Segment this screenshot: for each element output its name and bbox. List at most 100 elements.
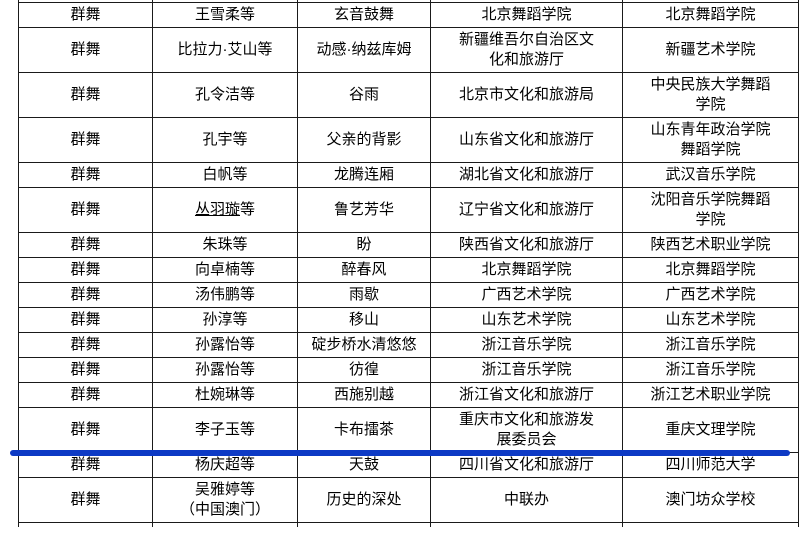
table-row: 群舞 孙淳等 移山 山东艺术学院 山东艺术学院: [18, 307, 799, 333]
cell-work: 谷雨: [297, 72, 431, 118]
table-row: 群舞 丛羽璇等 鲁艺芳华 辽宁省文化和旅游厅 沈阳音乐学院舞蹈 学院: [18, 187, 799, 233]
cell-school: 北京舞蹈学院: [622, 257, 799, 283]
cell-school: 山东艺术学院: [622, 307, 799, 333]
cell-work: 醉春风: [297, 257, 431, 283]
cell-category: 群舞: [18, 452, 153, 478]
cell-school: 浙江音乐学院: [622, 332, 799, 358]
cell-recommender: 浙江音乐学院: [430, 332, 623, 358]
cell-category: 群舞: [18, 72, 153, 118]
cell-work: 彷徨: [297, 357, 431, 383]
cell-performers: 李子玉等: [152, 407, 298, 453]
cell-performers: 孙露怡等: [152, 332, 298, 358]
cell-performers: 朱珠等: [152, 232, 298, 258]
cell-work: 父亲的背影: [297, 117, 431, 163]
table-row: 群舞 李子玉等 卡布擂茶 重庆市文化和旅游发 展委员会 重庆文理学院: [18, 407, 799, 453]
cell-work: 历史的深处: [297, 477, 431, 523]
cell-school: 中央民族大学舞蹈 学院: [622, 72, 799, 118]
cell-recommender: 重庆市文化和旅游发 展委员会: [430, 407, 623, 453]
cell-performers: 比拉力·艾山等: [152, 27, 298, 73]
cell-school: 山东青年政治学院 舞蹈学院: [622, 117, 799, 163]
cell-performers: 孔令洁等: [152, 72, 298, 118]
table-row: 群舞 吴雅婷等 （中国澳门） 历史的深处 中联办 澳门坊众学校: [18, 477, 799, 523]
cell-performers: 孙淳等: [152, 307, 298, 333]
cell-category: 群舞: [18, 232, 153, 258]
cell-performers: 向卓楠等: [152, 257, 298, 283]
cell-category: 群舞: [18, 332, 153, 358]
partial-cell: [297, 522, 431, 527]
highlight-underline-marker: [10, 450, 790, 456]
cell-work: 移山: [297, 307, 431, 333]
partial-cell: [18, 522, 153, 527]
cell-work: 动感·纳兹库姆: [297, 27, 431, 73]
cell-performers: 杨庆超等: [152, 452, 298, 478]
cell-recommender: 湖北省文化和旅游厅: [430, 162, 623, 188]
cell-school: 重庆文理学院: [622, 407, 799, 453]
cell-category: 群舞: [18, 382, 153, 408]
cell-recommender: 四川省文化和旅游厅: [430, 452, 623, 478]
table-row: 群舞 孙露怡等 彷徨 浙江音乐学院 浙江音乐学院: [18, 357, 799, 383]
partial-cell: [430, 522, 623, 527]
table-row: 群舞 汤伟鹏等 雨歇 广西艺术学院 广西艺术学院: [18, 282, 799, 308]
cell-performers: 孔宇等: [152, 117, 298, 163]
cell-work: 玄音鼓舞: [297, 2, 431, 28]
cell-category: 群舞: [18, 477, 153, 523]
cell-work: 盼: [297, 232, 431, 258]
cell-performers: 汤伟鹏等: [152, 282, 298, 308]
cell-work: 西施别越: [297, 382, 431, 408]
cell-recommender: 浙江省文化和旅游厅: [430, 382, 623, 408]
cell-school: 浙江艺术职业学院: [622, 382, 799, 408]
cell-work: 天鼓: [297, 452, 431, 478]
cell-recommender: 北京舞蹈学院: [430, 2, 623, 28]
cell-school: 武汉音乐学院: [622, 162, 799, 188]
cell-school: 澳门坊众学校: [622, 477, 799, 523]
table-row: 群舞 孙露怡等 碇步桥水清悠悠 浙江音乐学院 浙江音乐学院: [18, 332, 799, 358]
cell-school: 新疆艺术学院: [622, 27, 799, 73]
cell-work: 龙腾连厢: [297, 162, 431, 188]
cell-recommender: 北京舞蹈学院: [430, 257, 623, 283]
table-row: 群舞 向卓楠等 醉春风 北京舞蹈学院 北京舞蹈学院: [18, 257, 799, 283]
cell-performers: 王雪柔等: [152, 2, 298, 28]
cell-recommender: 广西艺术学院: [430, 282, 623, 308]
cell-category: 群舞: [18, 162, 153, 188]
cell-school: 广西艺术学院: [622, 282, 799, 308]
cell-school: 北京舞蹈学院: [622, 2, 799, 28]
cell-category: 群舞: [18, 2, 153, 28]
cell-school: 四川师范大学: [622, 452, 799, 478]
cell-category: 群舞: [18, 117, 153, 163]
cell-work: 碇步桥水清悠悠: [297, 332, 431, 358]
table-row: 群舞 孔令洁等 谷雨 北京市文化和旅游局 中央民族大学舞蹈 学院: [18, 72, 799, 118]
cell-performers: 白帆等: [152, 162, 298, 188]
partial-cell: [622, 522, 799, 527]
table-row: 群舞 杨庆超等 天鼓 四川省文化和旅游厅 四川师范大学: [18, 452, 799, 478]
partial-cell: [152, 522, 298, 527]
cell-work: 鲁艺芳华: [297, 187, 431, 233]
cell-category: 群舞: [18, 407, 153, 453]
cell-category: 群舞: [18, 357, 153, 383]
cell-category: 群舞: [18, 307, 153, 333]
partial-row: [18, 522, 799, 527]
cell-category: 群舞: [18, 27, 153, 73]
cell-performers: 吴雅婷等 （中国澳门）: [152, 477, 298, 523]
cell-performers: 孙露怡等: [152, 357, 298, 383]
awards-table: 群舞 王雪柔等 玄音鼓舞 北京舞蹈学院 北京舞蹈学院 群舞 比拉力·艾山等 动感·纳兹库姆 新疆…: [18, 0, 799, 527]
cell-work: 雨歇: [297, 282, 431, 308]
cell-performers: 丛羽璇等: [152, 187, 298, 233]
cell-recommender: 浙江音乐学院: [430, 357, 623, 383]
cell-category: 群舞: [18, 257, 153, 283]
cell-recommender: 山东省文化和旅游厅: [430, 117, 623, 163]
cell-school: 浙江音乐学院: [622, 357, 799, 383]
table-row: 群舞 朱珠等盼陕西省文化和旅游厅 陕西艺术职业学院: [18, 232, 799, 258]
cell-recommender: 新疆维吾尔自治区文 化和旅游厅: [430, 27, 623, 73]
cell-recommender: 北京市文化和旅游局: [430, 72, 623, 118]
cell-school: 沈阳音乐学院舞蹈 学院: [622, 187, 799, 233]
cell-work: 卡布擂茶: [297, 407, 431, 453]
awards-table-body: 群舞 王雪柔等 玄音鼓舞 北京舞蹈学院 北京舞蹈学院 群舞 比拉力·艾山等 动感·纳兹库姆 新疆…: [18, 0, 799, 527]
cell-performers: 杜婉琳等: [152, 382, 298, 408]
underlined-name: 丛羽璇: [194, 201, 240, 218]
cell-category: 群舞: [18, 282, 153, 308]
table-row: 群舞 杜婉琳等 西施别越 浙江省文化和旅游厅 浙江艺术职业学院: [18, 382, 799, 408]
cell-category: 群舞: [18, 187, 153, 233]
table-row: 群舞 王雪柔等 玄音鼓舞 北京舞蹈学院 北京舞蹈学院: [18, 2, 799, 28]
table-row: 群舞 白帆等 龙腾连厢 湖北省文化和旅游厅 武汉音乐学院: [18, 162, 799, 188]
